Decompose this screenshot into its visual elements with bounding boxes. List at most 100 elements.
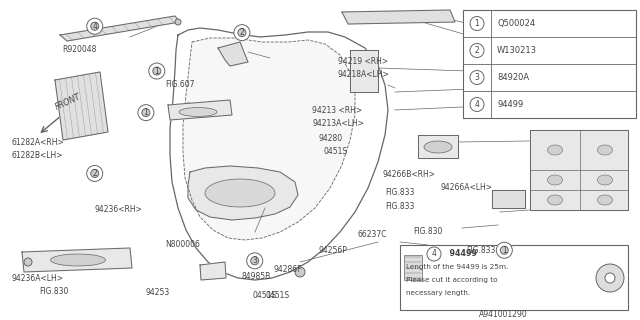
Ellipse shape [547, 195, 563, 205]
Circle shape [295, 267, 305, 277]
Circle shape [87, 18, 102, 34]
Polygon shape [530, 130, 628, 210]
Polygon shape [350, 50, 378, 92]
Circle shape [87, 165, 102, 181]
Circle shape [24, 258, 32, 266]
Text: 94499: 94499 [497, 100, 524, 109]
Text: Please cut it according to: Please cut it according to [406, 277, 497, 283]
Text: 2: 2 [475, 46, 479, 55]
Text: FIG.833: FIG.833 [385, 202, 415, 211]
Circle shape [427, 247, 441, 261]
Text: 4: 4 [431, 250, 436, 259]
Polygon shape [200, 262, 226, 280]
Text: 94266B<RH>: 94266B<RH> [383, 170, 436, 179]
Text: 2: 2 [92, 169, 97, 178]
Ellipse shape [179, 108, 217, 116]
Circle shape [596, 264, 624, 292]
Text: 94280: 94280 [319, 134, 343, 143]
Circle shape [153, 67, 161, 75]
Text: FIG.833: FIG.833 [385, 188, 415, 197]
Circle shape [251, 257, 259, 265]
Text: 0451S: 0451S [253, 292, 277, 300]
Text: N800006: N800006 [165, 240, 200, 249]
Circle shape [92, 171, 98, 176]
Circle shape [470, 17, 484, 30]
Text: Q500024: Q500024 [497, 19, 535, 28]
Text: 1: 1 [475, 19, 479, 28]
Ellipse shape [547, 145, 563, 155]
Text: 1: 1 [154, 67, 159, 76]
Text: Length of the 94499 is 25m.: Length of the 94499 is 25m. [406, 264, 508, 270]
Ellipse shape [51, 254, 106, 266]
Ellipse shape [598, 175, 612, 185]
Text: 94499: 94499 [444, 250, 477, 259]
Polygon shape [218, 42, 248, 66]
Polygon shape [55, 72, 108, 140]
Circle shape [91, 170, 99, 177]
Text: A941001290: A941001290 [479, 310, 527, 319]
Text: 94236A<LH>: 94236A<LH> [12, 274, 63, 283]
Text: 61282B<LH>: 61282B<LH> [12, 151, 63, 160]
Text: 94213 <RH>: 94213 <RH> [312, 106, 362, 115]
Polygon shape [188, 166, 298, 220]
Circle shape [238, 28, 246, 36]
Circle shape [142, 108, 150, 116]
Text: FIG.830: FIG.830 [413, 228, 442, 236]
Bar [400, 245, 628, 310]
Ellipse shape [598, 195, 612, 205]
Text: FIG.830: FIG.830 [40, 287, 69, 296]
Text: 94236<RH>: 94236<RH> [95, 205, 143, 214]
Text: 94256P: 94256P [319, 246, 348, 255]
Circle shape [175, 19, 181, 25]
Circle shape [234, 25, 250, 41]
Text: necessary length.: necessary length. [406, 290, 470, 296]
Polygon shape [168, 100, 232, 120]
Bar [463, 10, 636, 118]
Text: FIG.607: FIG.607 [165, 80, 195, 89]
Text: 1: 1 [502, 246, 507, 255]
Polygon shape [342, 10, 455, 24]
Ellipse shape [205, 179, 275, 207]
Polygon shape [404, 255, 422, 280]
Circle shape [143, 110, 149, 116]
Text: 3: 3 [475, 73, 479, 82]
Text: 66237C: 66237C [357, 230, 387, 239]
Ellipse shape [598, 145, 612, 155]
Text: 94219 <RH>: 94219 <RH> [338, 57, 388, 66]
Text: 4: 4 [475, 100, 479, 109]
Text: FIG.833: FIG.833 [466, 246, 495, 255]
Text: 1: 1 [143, 108, 148, 117]
Text: W130213: W130213 [497, 46, 537, 55]
Circle shape [470, 98, 484, 111]
Text: 94218A<LH>: 94218A<LH> [338, 70, 390, 79]
Ellipse shape [424, 141, 452, 153]
Polygon shape [183, 38, 355, 240]
Text: 4: 4 [92, 22, 97, 31]
Text: 0451S: 0451S [266, 292, 290, 300]
Text: 84985B: 84985B [242, 272, 271, 281]
Circle shape [470, 44, 484, 58]
Polygon shape [492, 190, 525, 208]
Circle shape [500, 246, 508, 254]
Text: R920048: R920048 [63, 45, 97, 54]
Circle shape [138, 105, 154, 121]
Ellipse shape [547, 175, 563, 185]
Circle shape [252, 258, 258, 264]
Text: FRONT: FRONT [54, 92, 83, 112]
Text: 94253: 94253 [146, 288, 170, 297]
Text: 3: 3 [252, 256, 257, 265]
Text: 94266A<LH>: 94266A<LH> [440, 183, 492, 192]
Circle shape [470, 70, 484, 84]
Polygon shape [60, 16, 180, 41]
Circle shape [497, 242, 513, 258]
Text: 94213A<LH>: 94213A<LH> [312, 119, 364, 128]
Circle shape [91, 22, 99, 30]
Circle shape [154, 68, 160, 74]
Text: 2: 2 [239, 28, 244, 37]
Text: 0451S: 0451S [323, 147, 348, 156]
Circle shape [149, 63, 165, 79]
Text: 94286F: 94286F [274, 265, 303, 274]
Text: 84920A: 84920A [497, 73, 529, 82]
Circle shape [605, 273, 615, 283]
Polygon shape [418, 135, 458, 158]
